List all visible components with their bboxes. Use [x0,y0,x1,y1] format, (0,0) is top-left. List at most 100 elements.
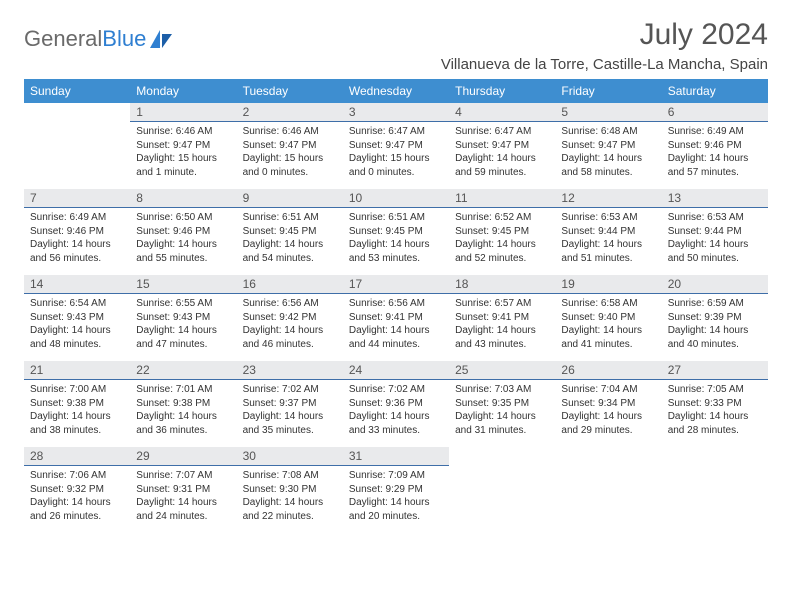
weekday-header: Sunday [24,79,130,103]
weekday-header: Wednesday [343,79,449,103]
day-details: Sunrise: 7:05 AMSunset: 9:33 PMDaylight:… [662,380,768,447]
day-details: Sunrise: 7:08 AMSunset: 9:30 PMDaylight:… [237,466,343,533]
day-number: 3 [343,103,449,122]
day-number: 18 [449,275,555,294]
day-number: 2 [237,103,343,122]
calendar-cell: 22Sunrise: 7:01 AMSunset: 9:38 PMDayligh… [130,361,236,447]
day-number: 9 [237,189,343,208]
calendar-cell: 26 Sunrise: 7:04 AMSunset: 9:34 PMDayligh… [555,361,661,447]
header: GeneralBlue July 2024 Villanueva de la T… [24,18,768,79]
calendar-cell: 25Sunrise: 7:03 AMSunset: 9:35 PMDayligh… [449,361,555,447]
detail-line: Sunset: 9:38 PM [30,397,124,411]
day-number [555,447,661,471]
day-number: 19 [555,275,661,294]
calendar-cell: 15Sunrise: 6:55 AMSunset: 9:43 PMDayligh… [130,275,236,361]
detail-line: Sunset: 9:35 PM [455,397,549,411]
detail-line: Daylight: 14 hours and 59 minutes. [455,152,549,179]
detail-line: Sunrise: 7:07 AM [136,469,230,483]
detail-line: Sunset: 9:46 PM [136,225,230,239]
detail-line: Daylight: 14 hours and 48 minutes. [30,324,124,351]
detail-line: Daylight: 14 hours and 51 minutes. [561,238,655,265]
brand-part2: Blue [102,26,146,51]
detail-line: Daylight: 14 hours and 57 minutes. [668,152,762,179]
detail-line: Daylight: 14 hours and 40 minutes. [668,324,762,351]
weekday-header: Friday [555,79,661,103]
calendar-cell [449,447,555,533]
detail-line: Sunrise: 6:50 AM [136,211,230,225]
day-details: Sunrise: 7:06 AMSunset: 9:32 PMDaylight:… [24,466,130,533]
location-text: Villanueva de la Torre, Castille-La Manc… [441,56,768,73]
detail-line: Sunset: 9:41 PM [349,311,443,325]
detail-line: Daylight: 14 hours and 36 minutes. [136,410,230,437]
day-number: 22 [130,361,236,380]
detail-line: Sunset: 9:47 PM [561,139,655,153]
calendar-cell: 18Sunrise: 6:57 AMSunset: 9:41 PMDayligh… [449,275,555,361]
detail-line: Sunset: 9:38 PM [136,397,230,411]
day-details: Sunrise: 6:50 AMSunset: 9:46 PMDaylight:… [130,208,236,275]
detail-line: Daylight: 14 hours and 24 minutes. [136,496,230,523]
day-details: Sunrise: 6:56 AMSunset: 9:41 PMDaylight:… [343,294,449,361]
detail-line: Sunset: 9:45 PM [455,225,549,239]
calendar-cell: 9Sunrise: 6:51 AMSunset: 9:45 PMDaylight… [237,189,343,275]
detail-line: Sunset: 9:32 PM [30,483,124,497]
day-number: 17 [343,275,449,294]
day-details: Sunrise: 6:47 AMSunset: 9:47 PMDaylight:… [343,122,449,189]
day-details: Sunrise: 7:03 AMSunset: 9:35 PMDaylight:… [449,380,555,447]
detail-line: Sunset: 9:46 PM [30,225,124,239]
detail-line: Sunset: 9:47 PM [349,139,443,153]
detail-line: Sunrise: 6:54 AM [30,297,124,311]
day-number: 26 [555,361,661,380]
calendar-cell: 24Sunrise: 7:02 AMSunset: 9:36 PMDayligh… [343,361,449,447]
day-details: Sunrise: 6:55 AMSunset: 9:43 PMDaylight:… [130,294,236,361]
day-details: Sunrise: 6:59 AMSunset: 9:39 PMDaylight:… [662,294,768,361]
day-details: Sunrise: 6:46 AMSunset: 9:47 PMDaylight:… [130,122,236,189]
calendar-body: 1Sunrise: 6:46 AMSunset: 9:47 PMDaylight… [24,103,768,533]
day-details: Sunrise: 6:48 AMSunset: 9:47 PMDaylight:… [555,122,661,189]
detail-line: Sunrise: 7:04 AM [561,383,655,397]
calendar-cell: 5Sunrise: 6:48 AMSunset: 9:47 PMDaylight… [555,103,661,189]
detail-line: Sunset: 9:34 PM [561,397,655,411]
detail-line: Sunset: 9:43 PM [136,311,230,325]
day-details: Sunrise: 6:51 AMSunset: 9:45 PMDaylight:… [237,208,343,275]
day-number: 21 [24,361,130,380]
detail-line: Sunrise: 6:49 AM [30,211,124,225]
calendar-cell: 29Sunrise: 7:07 AMSunset: 9:31 PMDayligh… [130,447,236,533]
calendar-cell: 6Sunrise: 6:49 AMSunset: 9:46 PMDaylight… [662,103,768,189]
calendar-cell: 7Sunrise: 6:49 AMSunset: 9:46 PMDaylight… [24,189,130,275]
detail-line: Sunset: 9:45 PM [243,225,337,239]
title-block: July 2024 Villanueva de la Torre, Castil… [441,18,768,79]
detail-line: Sunrise: 6:53 AM [668,211,762,225]
day-number: 14 [24,275,130,294]
day-details: Sunrise: 7:00 AMSunset: 9:38 PMDaylight:… [24,380,130,447]
calendar-cell: 1Sunrise: 6:46 AMSunset: 9:47 PMDaylight… [130,103,236,189]
month-title: July 2024 [441,18,768,52]
brand-logo: GeneralBlue [24,18,174,52]
day-number: 6 [662,103,768,122]
day-number: 4 [449,103,555,122]
detail-line: Daylight: 14 hours and 46 minutes. [243,324,337,351]
day-number: 27 [662,361,768,380]
calendar-cell: 19Sunrise: 6:58 AMSunset: 9:40 PMDayligh… [555,275,661,361]
day-number: 1 [130,103,236,122]
detail-line: Sunrise: 6:47 AM [349,125,443,139]
calendar-header-row: Sunday Monday Tuesday Wednesday Thursday… [24,79,768,103]
detail-line: Sunrise: 6:53 AM [561,211,655,225]
calendar-week-row: 7Sunrise: 6:49 AMSunset: 9:46 PMDaylight… [24,189,768,275]
detail-line: Sunset: 9:47 PM [136,139,230,153]
detail-line: Sunrise: 6:51 AM [243,211,337,225]
detail-line: Sunset: 9:39 PM [668,311,762,325]
weekday-header: Saturday [662,79,768,103]
calendar-cell: 17Sunrise: 6:56 AMSunset: 9:41 PMDayligh… [343,275,449,361]
detail-line: Sunset: 9:37 PM [243,397,337,411]
day-details: Sunrise: 7:02 AMSunset: 9:36 PMDaylight:… [343,380,449,447]
detail-line: Sunrise: 7:02 AM [243,383,337,397]
day-number: 25 [449,361,555,380]
detail-line: Sunrise: 6:56 AM [349,297,443,311]
calendar-cell: 28Sunrise: 7:06 AMSunset: 9:32 PMDayligh… [24,447,130,533]
detail-line: Sunrise: 7:03 AM [455,383,549,397]
detail-line: Daylight: 14 hours and 29 minutes. [561,410,655,437]
day-details: Sunrise: 6:54 AMSunset: 9:43 PMDaylight:… [24,294,130,361]
calendar-cell: 27Sunrise: 7:05 AMSunset: 9:33 PMDayligh… [662,361,768,447]
detail-line: Daylight: 14 hours and 33 minutes. [349,410,443,437]
detail-line: Sunset: 9:29 PM [349,483,443,497]
